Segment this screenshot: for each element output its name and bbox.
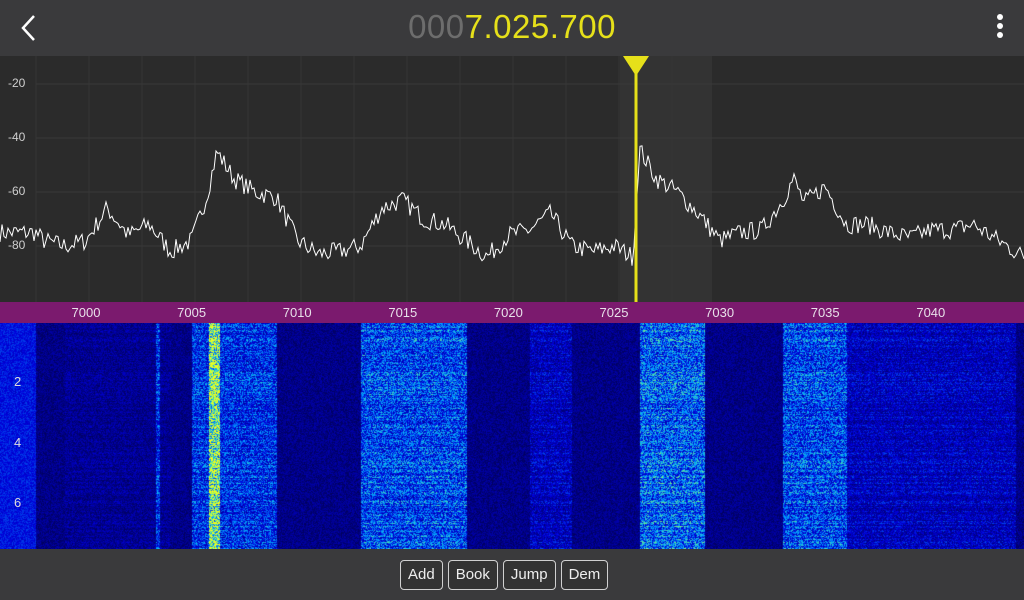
- waterfall-display[interactable]: [0, 323, 1024, 549]
- x-tick-label: 7005: [177, 305, 207, 320]
- waterfall-time-label: 2: [14, 374, 22, 389]
- bottom-toolbar: Add Book Jump Dem: [0, 549, 1024, 600]
- y-tick-label: -20: [8, 76, 26, 90]
- more-vertical-icon[interactable]: [994, 14, 1006, 44]
- x-tick-label: 7030: [705, 305, 735, 320]
- y-tick-label: -40: [8, 130, 26, 144]
- frequency-value: 7.025.700: [464, 8, 616, 45]
- jump-button[interactable]: Jump: [502, 560, 556, 590]
- x-tick-label: 7010: [282, 305, 312, 320]
- x-tick-label: 7000: [71, 305, 101, 320]
- demod-bandwidth-highlight: [620, 56, 712, 302]
- x-tick-label: 7015: [388, 305, 418, 320]
- y-tick-label: -60: [8, 184, 26, 198]
- x-tick-label: 7025: [599, 305, 629, 320]
- spectrum-trace: [0, 145, 1024, 266]
- x-tick-label: 7035: [810, 305, 840, 320]
- frequency-axis[interactable]: 7000 7005 7010 7015 7020 7025 7030 7035 7040: [0, 302, 1024, 323]
- bookmarks-button[interactable]: Book: [447, 560, 498, 590]
- waterfall-time-label: 4: [14, 435, 22, 450]
- add-button[interactable]: Add: [400, 560, 443, 590]
- x-tick-label: 7040: [916, 305, 946, 320]
- frequency-leading-zeros: 000: [408, 8, 465, 45]
- top-bar: 0007.025.700: [0, 0, 1024, 56]
- y-tick-label: -80: [8, 238, 26, 252]
- demodulator-button[interactable]: Dem: [560, 560, 609, 590]
- chevron-left-icon[interactable]: [14, 12, 44, 44]
- frequency-display[interactable]: 0007.025.700: [0, 8, 1024, 46]
- spectrum-plot[interactable]: -20 -40 -60 -80: [0, 56, 1024, 302]
- waterfall-time-label: 6: [14, 495, 22, 510]
- x-tick-label: 7020: [493, 305, 523, 320]
- tuning-cursor-marker-icon[interactable]: [623, 56, 649, 76]
